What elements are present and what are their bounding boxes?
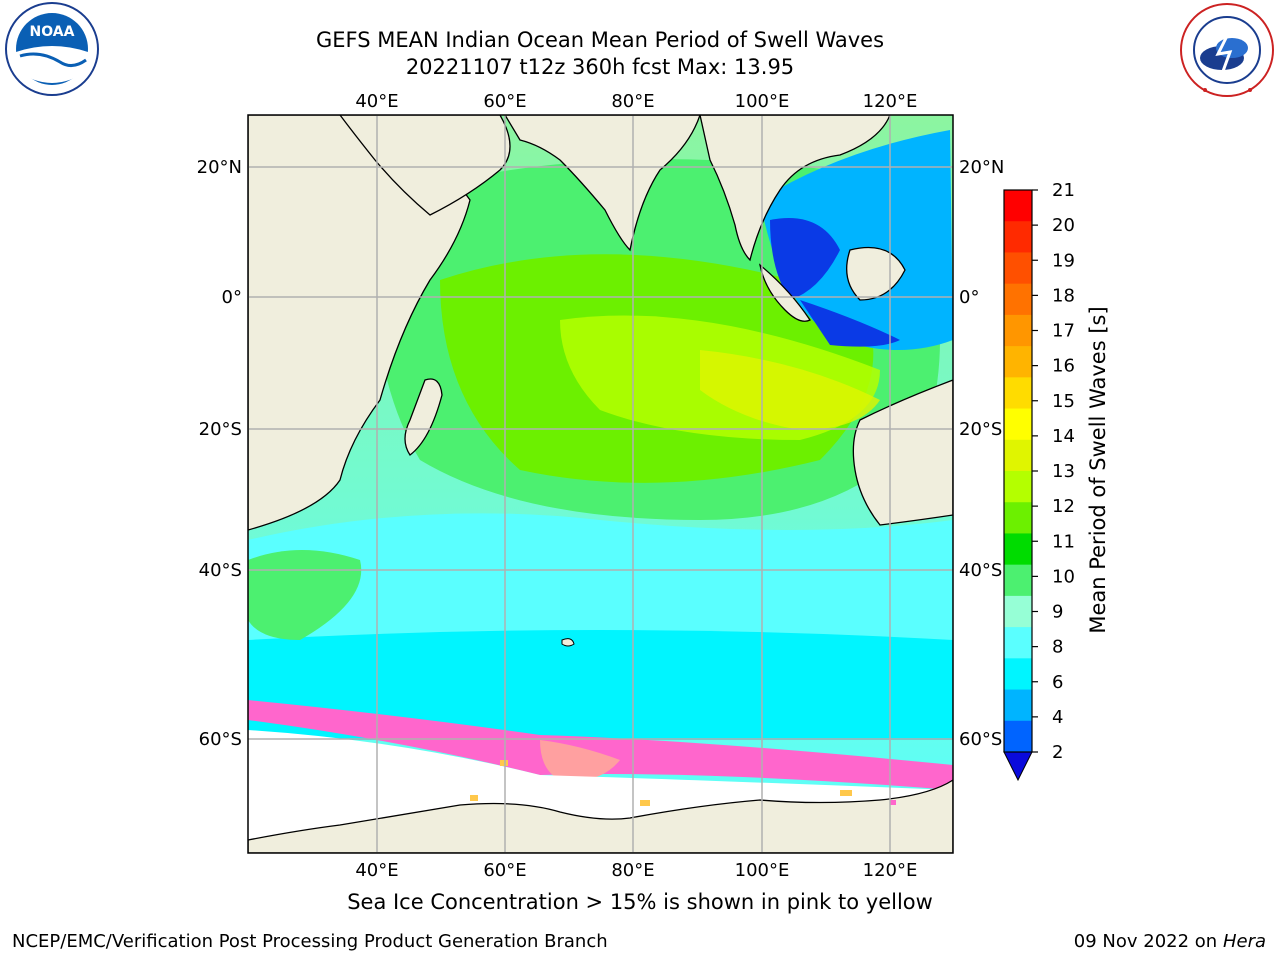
lat-label-right-60s: 60°S [959,729,1002,750]
colorbar-tick-label: 17 [1052,321,1075,342]
lat-label-right-20s: 20°S [959,419,1002,440]
colorbar-segment [1004,190,1032,222]
chart-title: GEFS MEAN Indian Ocean Mean Period of Sw… [315,28,885,52]
graticule [248,115,953,853]
colorbar-tick-label: 12 [1052,496,1075,517]
colorbar-segment [1004,502,1032,534]
lon-label-bottom-60e: 60°E [483,860,526,881]
colorbar-tick-label: 10 [1052,566,1075,587]
colorbar-tick-label: 20 [1052,215,1075,236]
colorbar-tick-label: 13 [1052,461,1075,482]
colorbar-tick-label: 6 [1052,672,1063,693]
colorbar-tick-label: 8 [1052,637,1063,658]
lon-label-top-100e: 100°E [735,91,790,112]
noaa-logo-icon: NOAA [5,2,99,96]
lon-label-top-40e: 40°E [355,91,398,112]
lat-label-right-40s: 40°S [959,560,1002,581]
map-frame [247,114,954,854]
lon-label-bottom-80e: 80°E [611,860,654,881]
colorbar-segment [1004,221,1032,253]
colorbar-segment [1004,627,1032,659]
colorbar-segment [1004,377,1032,410]
colorbar-segment [1004,439,1032,472]
footer-date-text: 09 Nov 2022 on [1073,931,1218,952]
colorbar-segment [1004,595,1032,628]
svg-text:NOAA: NOAA [30,24,75,40]
colorbar-segment [1004,252,1032,285]
sea-ice-note: Sea Ice Concentration > 15% is shown in … [347,890,933,914]
colorbar-tick-label: 15 [1052,391,1075,412]
colorbar-segment [1004,564,1032,597]
lat-label-left-20s: 20°S [199,419,242,440]
colorbar-segment [1004,720,1032,753]
colorbar-tick-label: 11 [1052,531,1075,552]
lon-label-top-60e: 60°E [483,91,526,112]
colorbar-label: Mean Period of Swell Waves [s] [1086,306,1110,633]
colorbar-segment [1004,408,1032,441]
footer-producer: NCEP/EMC/Verification Post Processing Pr… [12,931,608,952]
lat-label-left-0: 0° [222,287,242,308]
colorbar-segment [1004,314,1032,347]
lon-label-bottom-120e: 120°E [863,860,918,881]
colorbar-tick-label: 9 [1052,602,1063,623]
lat-label-left-20n: 20°N [197,157,242,178]
map-panel: 40°E 60°E 80°E 100°E 120°E 40°E 60°E 80°… [197,91,1005,881]
colorbar-segment [1004,283,1032,316]
footer-date: 09 Nov 2022 on Hera [1074,931,1266,952]
colorbar-tick-label: 14 [1052,426,1075,447]
colorbar-segment [1004,533,1032,566]
colorbar-extend-arrow [1003,751,1033,782]
nws-logo-icon [1180,3,1274,97]
colorbar-tick-label: 21 [1052,180,1075,201]
lon-label-top-120e: 120°E [863,91,918,112]
lon-label-top-80e: 80°E [611,91,654,112]
lon-label-bottom-40e: 40°E [355,860,398,881]
footer-host: Hera [1222,931,1266,952]
colorbar: 21 20 19 18 17 16 15 14 13 12 11 10 9 8 6 4 2 [1003,180,1075,782]
lat-label-left-60s: 60°S [199,729,242,750]
colorbar-tick-label: 4 [1052,707,1063,728]
colorbar-tick-label: 16 [1052,356,1075,377]
lat-label-right-0: 0° [959,287,979,308]
lat-label-right-20n: 20°N [959,157,1004,178]
chart-subtitle-forecast: 20221107 t12z 360h fcst Max: 13.95 [405,55,795,79]
colorbar-segment [1004,471,1032,503]
colorbar-tick-label: 19 [1052,250,1075,271]
colorbar-segment [1004,658,1032,691]
colorbar-segment [1004,689,1032,722]
lat-label-left-40s: 40°S [199,560,242,581]
colorbar-segment [1004,346,1032,378]
lon-label-bottom-100e: 100°E [735,860,790,881]
colorbar-tick-label: 2 [1052,742,1063,763]
colorbar-tick-label: 18 [1052,285,1075,306]
